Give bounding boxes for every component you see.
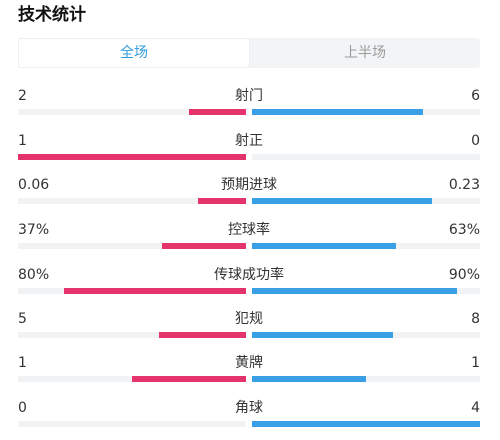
home-bar-track (18, 198, 246, 204)
stat-label: 黄牌 (235, 355, 263, 371)
tab-full-match[interactable]: 全场 (18, 38, 250, 68)
stat-label: 角球 (235, 400, 263, 416)
home-bar (161, 243, 246, 249)
away-bar (252, 332, 394, 338)
home-bar (189, 109, 246, 115)
away-bar (252, 243, 396, 249)
away-bar (252, 376, 366, 382)
away-value: 6 (471, 88, 480, 104)
stat-row-shots: 射门 2 6 (18, 86, 480, 126)
stat-label: 传球成功率 (214, 267, 284, 283)
away-bar (252, 198, 433, 204)
stat-row-fouls: 犯规 5 8 (18, 309, 480, 349)
stat-row-corners: 角球 0 4 (18, 398, 480, 438)
away-value: 90% (448, 267, 480, 283)
stat-row-expected-goals: 预期进球 0.06 0.23 (18, 175, 480, 215)
stat-row-yellow-cards: 黄牌 1 1 (18, 353, 480, 393)
home-bar-track (18, 154, 246, 160)
stat-label: 犯规 (235, 311, 263, 327)
away-bar-track (252, 376, 480, 382)
home-value: 37% (18, 222, 50, 238)
stat-row-pass-accuracy: 传球成功率 80% 90% (18, 265, 480, 305)
home-value: 5 (18, 311, 27, 327)
stat-row-possession: 控球率 37% 63% (18, 220, 480, 260)
home-bar (63, 288, 246, 294)
stat-label: 预期进球 (221, 177, 277, 193)
away-value: 4 (471, 400, 480, 416)
home-value: 0 (18, 400, 27, 416)
away-value: 8 (471, 311, 480, 327)
home-bar (198, 198, 246, 204)
away-value: 0 (471, 133, 480, 149)
tab-first-half[interactable]: 上半场 (344, 45, 386, 61)
home-bar-track (18, 109, 246, 115)
away-bar (252, 421, 480, 427)
home-value: 0.06 (18, 177, 50, 193)
home-value: 1 (18, 133, 27, 149)
away-value: 1 (471, 355, 480, 371)
away-bar-track (252, 243, 480, 249)
home-bar (132, 376, 246, 382)
away-bar-track (252, 332, 480, 338)
stat-label: 射正 (235, 133, 263, 149)
home-value: 80% (18, 267, 50, 283)
stat-label: 控球率 (228, 222, 270, 238)
home-bar (18, 154, 246, 160)
away-bar-track (252, 421, 480, 427)
away-value: 63% (448, 222, 480, 238)
period-tabs: 全场 上半场 (18, 38, 480, 68)
stat-label: 射门 (235, 88, 263, 104)
home-value: 2 (18, 88, 27, 104)
away-bar (252, 109, 423, 115)
home-bar-track (18, 243, 246, 249)
away-bar-track (252, 288, 480, 294)
home-bar-track (18, 288, 246, 294)
away-bar (252, 288, 458, 294)
home-bar-track (18, 332, 246, 338)
home-value: 1 (18, 355, 27, 371)
home-bar-track (18, 421, 246, 427)
away-bar-track (252, 198, 480, 204)
stat-row-shots-on-target: 射正 1 0 (18, 131, 480, 171)
home-bar-track (18, 376, 246, 382)
away-bar-track (252, 154, 480, 160)
away-bar-track (252, 109, 480, 115)
away-value: 0.23 (448, 177, 480, 193)
home-bar (159, 332, 246, 338)
page-title: 技术统计 (18, 5, 86, 25)
